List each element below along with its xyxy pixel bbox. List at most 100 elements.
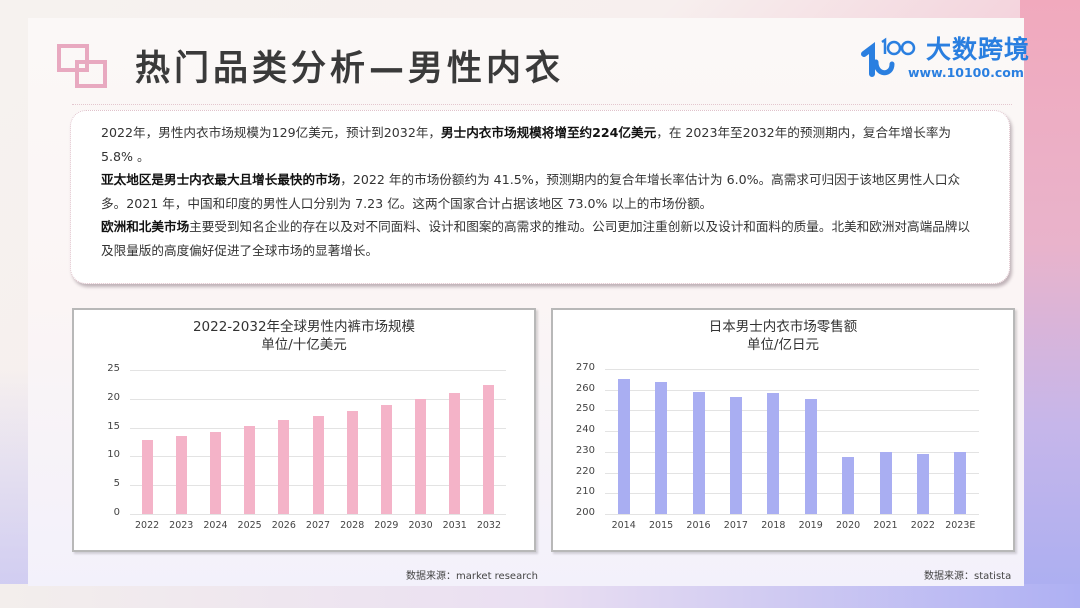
- gridline: [605, 369, 979, 370]
- body-text: ，在 2023年至2032年的预测期内，复合年增长率为 5.8% 。: [101, 125, 952, 164]
- page-header: 热门品类分析—男性内衣: [55, 40, 564, 90]
- bar: [278, 419, 290, 514]
- y-tick-label: 200: [575, 507, 595, 518]
- x-tick-label: 2023: [169, 520, 194, 531]
- x-tick-label: 2015: [649, 520, 674, 531]
- y-tick-label: 250: [575, 403, 595, 415]
- x-tick-label: 2031: [442, 520, 467, 531]
- x-tick-label: 2027: [305, 520, 331, 531]
- y-tick-label: 210: [575, 486, 595, 498]
- body-text: 主要受到知名企业的存在以及对不同面料、设计和图案的高需求的推动。公司更加注重创新…: [101, 219, 970, 258]
- summary-paragraph: 亚太地区是男士内衣最大且增长最快的市场，2022 年的市场份额约为 41.5%，…: [101, 168, 981, 215]
- chart-title-main: 2022-2032年全球男性内裤市场规模: [192, 319, 416, 335]
- bar: [483, 384, 495, 514]
- y-tick-label: 15: [107, 420, 120, 432]
- bar: [380, 405, 392, 514]
- bar: [449, 393, 461, 514]
- chart-subtitle: 单位/十亿美元: [261, 337, 347, 353]
- brand-mark-icon: [858, 36, 922, 82]
- bar: [655, 382, 668, 514]
- gridline: [605, 514, 979, 515]
- bar: [692, 391, 705, 514]
- bar: [729, 396, 742, 514]
- x-tick-label: 2014: [611, 520, 636, 531]
- highlight-text: 欧洲和北美市场: [101, 219, 190, 234]
- brand-url: www.10100.com: [908, 65, 1024, 80]
- gridline: [130, 514, 506, 515]
- bar: [141, 439, 153, 514]
- y-tick-label: 25: [107, 363, 120, 374]
- gridline: [130, 398, 506, 400]
- summary-paragraph: 欧洲和北美市场主要受到知名企业的存在以及对不同面料、设计和图案的高需求的推动。公…: [101, 215, 981, 262]
- global-market-size-chart: 2022-2032年全球男性内裤市场规模 单位/十亿美元 0 5 10 15 20 25 2…: [72, 308, 536, 552]
- bar: [415, 399, 427, 514]
- gridline: [605, 493, 979, 495]
- x-tick-label: 2023E: [945, 520, 976, 531]
- x-tick-label: 2024: [203, 520, 228, 531]
- plot-area: [130, 370, 506, 515]
- brand-logo: 大数跨境 www.10100.com: [858, 36, 1030, 82]
- body-text: ，2022 年的市场份额约为 41.5%，预测期内的复合年增长率估计为 6.0%…: [101, 172, 961, 211]
- gridline: [605, 410, 979, 412]
- x-tick-label: 2016: [686, 520, 711, 531]
- decorative-bottom-band: [0, 584, 1080, 608]
- brand-name: 大数跨境: [926, 35, 1031, 64]
- x-tick-label: 2032: [476, 520, 501, 531]
- y-tick-label: 20: [107, 391, 120, 403]
- x-tick-label: 2017: [723, 520, 748, 531]
- x-tick-label: 2028: [340, 520, 365, 531]
- gridline: [605, 389, 979, 391]
- y-tick-label: 260: [575, 382, 595, 394]
- summary-box: 2022年，男性内衣市场规模为129亿美元，预计到2032年，男士内衣市场规模将…: [70, 110, 1010, 284]
- chart-title: 日本男士内衣市场零售额 单位/亿日元: [553, 318, 1013, 354]
- x-tick-label: 2019: [798, 520, 823, 531]
- bar: [209, 431, 221, 514]
- chart-subtitle: 单位/亿日元: [746, 337, 820, 353]
- bar: [767, 392, 780, 514]
- highlight-text: 男士内衣市场规模将增至约224亿美元: [441, 125, 657, 140]
- y-tick-label: 0: [113, 507, 120, 518]
- x-tick-label: 2030: [408, 520, 433, 531]
- x-tick-label: 2026: [271, 520, 296, 531]
- page-title: 热门品类分析—男性内衣: [135, 48, 565, 89]
- y-tick-label: 10: [107, 449, 120, 461]
- plot-area: [605, 369, 979, 515]
- highlight-text: 亚太地区是男士内衣最大且增长最快的市场: [101, 172, 341, 187]
- divider: [72, 104, 1012, 105]
- summary-paragraph: 2022年，男性内衣市场规模为129亿美元，预计到2032年，男士内衣市场规模将…: [101, 121, 981, 168]
- bar: [842, 457, 855, 514]
- y-tick-label: 220: [575, 465, 595, 477]
- bar: [244, 425, 256, 514]
- x-tick-label: 2020: [836, 520, 861, 531]
- gridline: [130, 370, 506, 371]
- bar: [175, 435, 187, 514]
- japan-retail-sales-chart: 日本男士内衣市场零售额 单位/亿日元 200 210 220 230 240 250 260…: [551, 308, 1015, 552]
- overlapping-squares-icon: [55, 42, 109, 88]
- decorative-gradient-band: [1020, 0, 1080, 608]
- y-tick-label: 240: [575, 424, 595, 436]
- data-source-left: 数据来源：market research: [406, 571, 538, 582]
- bar: [879, 451, 892, 514]
- x-tick-label: 2021: [873, 520, 898, 531]
- data-source-right: 数据来源：statista: [924, 571, 1012, 582]
- x-tick-label: 2018: [761, 520, 786, 531]
- bar: [617, 379, 630, 514]
- chart-title: 2022-2032年全球男性内裤市场规模 单位/十亿美元: [74, 318, 534, 354]
- bar: [916, 453, 929, 514]
- body-text: 2022年，男性内衣市场规模为129亿美元，预计到2032年，: [101, 125, 442, 140]
- x-tick-label: 2029: [374, 520, 399, 531]
- x-tick-label: 2022: [134, 520, 160, 531]
- bar: [954, 451, 967, 514]
- y-tick-label: 230: [575, 444, 595, 456]
- y-tick-label: 270: [575, 362, 595, 373]
- x-tick-label: 2025: [237, 520, 262, 531]
- bar: [346, 411, 358, 514]
- bar: [804, 399, 817, 514]
- chart-title-main: 日本男士内衣市场零售额: [708, 319, 858, 335]
- x-tick-label: 2022: [910, 520, 935, 531]
- gridline: [605, 451, 979, 453]
- gridline: [605, 431, 979, 433]
- y-tick-label: 5: [113, 478, 120, 490]
- gridline: [605, 472, 979, 474]
- bar: [312, 415, 324, 514]
